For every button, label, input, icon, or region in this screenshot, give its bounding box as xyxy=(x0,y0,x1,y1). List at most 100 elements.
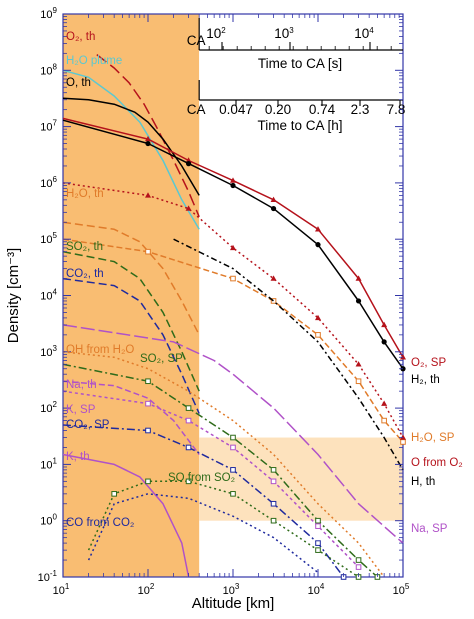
series-label-oh-from-h-o: OH from H₂O xyxy=(66,344,134,356)
x-tick-label: 101 xyxy=(53,582,70,597)
y-tick-label: 102 xyxy=(40,400,57,415)
data-point xyxy=(270,478,277,485)
series-label-k-th: K, th xyxy=(66,451,90,463)
x-tick-label: 103 xyxy=(223,582,240,597)
series-line-co-from-co xyxy=(87,493,319,574)
y-tick-label: 103 xyxy=(40,344,57,359)
series-label-h-o-sp: H₂O, SP xyxy=(411,432,455,444)
data-point xyxy=(185,405,192,411)
data-point xyxy=(111,491,117,497)
data-point xyxy=(230,177,236,183)
data-point xyxy=(381,339,387,345)
data-point xyxy=(355,275,362,281)
data-point xyxy=(355,564,362,570)
data-point xyxy=(315,226,321,232)
series-label-h-th: H₂, th xyxy=(411,374,440,386)
x-tick-label: 104 xyxy=(308,582,325,597)
y-tick-label: 100 xyxy=(40,513,57,528)
y-tick-label: 106 xyxy=(40,175,57,190)
x-axis-title: Altitude [km] xyxy=(192,595,275,612)
y-tick-label: 108 xyxy=(40,62,57,77)
series-line-na-th xyxy=(62,380,200,455)
data-point xyxy=(145,248,151,255)
series-label-so-sp: SO₂, SP xyxy=(140,353,183,365)
data-point xyxy=(355,378,362,385)
data-point xyxy=(185,478,192,485)
x-tick-label: 102 xyxy=(138,582,155,597)
series-line-na-sp xyxy=(62,324,404,544)
series-label-so-th: SO₂, th xyxy=(66,241,103,253)
shaded-region-0 xyxy=(63,14,200,577)
plot-background xyxy=(63,14,403,577)
data-series xyxy=(62,54,406,580)
data-point xyxy=(270,500,277,507)
series-line-so-sp xyxy=(62,363,378,578)
time-axis-hours-tick-label: 2.3 xyxy=(351,102,370,117)
time-axis-hours-tick-label: 0.20 xyxy=(265,102,291,117)
data-point xyxy=(355,361,362,367)
series-label-h-th: H, th xyxy=(411,476,435,488)
x-tick-label: 105 xyxy=(393,582,410,597)
series-line-h-o-plume xyxy=(62,69,200,230)
data-point xyxy=(145,135,151,142)
data-point xyxy=(355,298,362,304)
time-axis-seconds-tick-label: 102 xyxy=(206,26,226,41)
series-labels: O₂, th H₂O plume O, th O₂, SP H₂, th H₂O, th S… xyxy=(66,31,463,535)
data-point xyxy=(145,427,151,434)
data-point xyxy=(185,161,192,167)
data-point xyxy=(270,298,277,304)
time-axis-seconds-title: Time to CA [s] xyxy=(258,56,342,71)
data-point xyxy=(230,434,236,441)
time-axis-seconds-origin: CA xyxy=(187,33,206,48)
data-point xyxy=(270,517,277,524)
data-point xyxy=(145,378,151,385)
data-point xyxy=(270,467,277,473)
series-label-na-th: Na, th xyxy=(66,379,97,391)
series-label-h-o-plume: H₂O plume xyxy=(66,55,122,67)
series-line-h-th xyxy=(173,238,404,471)
data-point xyxy=(145,400,151,407)
series-label-o-th: O₂, th xyxy=(66,31,95,43)
data-point xyxy=(230,182,236,189)
data-point xyxy=(315,523,321,529)
data-point xyxy=(381,400,388,406)
data-point xyxy=(230,467,236,473)
y-tick-label: 109 xyxy=(40,6,57,21)
time-axis-hours-tick-label: 0.74 xyxy=(309,102,336,117)
axes: 101 102 103 104 105 10-1 100 101 102 103 104 105 106… xyxy=(5,6,410,612)
series-label-o-from-o: O from O₂ xyxy=(411,457,463,469)
data-point xyxy=(400,439,406,445)
data-point xyxy=(400,354,406,360)
series-label-co-from-co: CO from CO₂ xyxy=(66,517,134,529)
time-axis-hours-origin: CA xyxy=(187,102,206,117)
data-point xyxy=(145,478,151,485)
time-axis-seconds-tick-label: 104 xyxy=(354,26,374,41)
data-point xyxy=(270,205,277,212)
data-point xyxy=(185,205,192,211)
series-label-k-sp: K, SP xyxy=(66,404,96,416)
series-line-h-o-th xyxy=(62,221,200,336)
y-tick-label: 105 xyxy=(40,231,57,246)
data-point xyxy=(230,275,236,282)
data-point xyxy=(185,444,192,451)
series-label-o-th: O, th xyxy=(66,77,91,89)
data-point xyxy=(315,547,321,553)
data-point xyxy=(315,314,321,321)
data-point xyxy=(185,417,192,424)
data-point xyxy=(145,192,151,198)
series-line-so-from-so xyxy=(87,480,360,578)
data-point xyxy=(315,517,321,524)
data-point xyxy=(400,434,406,440)
data-point xyxy=(315,332,321,338)
y-tick-label: 10-1 xyxy=(38,569,58,584)
series-line-o-th xyxy=(62,97,200,196)
series-line-oh-from-h-o xyxy=(62,351,385,578)
data-point xyxy=(315,540,321,546)
data-point xyxy=(230,491,236,497)
data-point xyxy=(270,196,277,203)
series-label-na-sp: Na, SP xyxy=(411,523,448,535)
data-point xyxy=(381,321,388,328)
y-tick-label: 101 xyxy=(40,456,57,471)
data-point xyxy=(381,417,387,424)
